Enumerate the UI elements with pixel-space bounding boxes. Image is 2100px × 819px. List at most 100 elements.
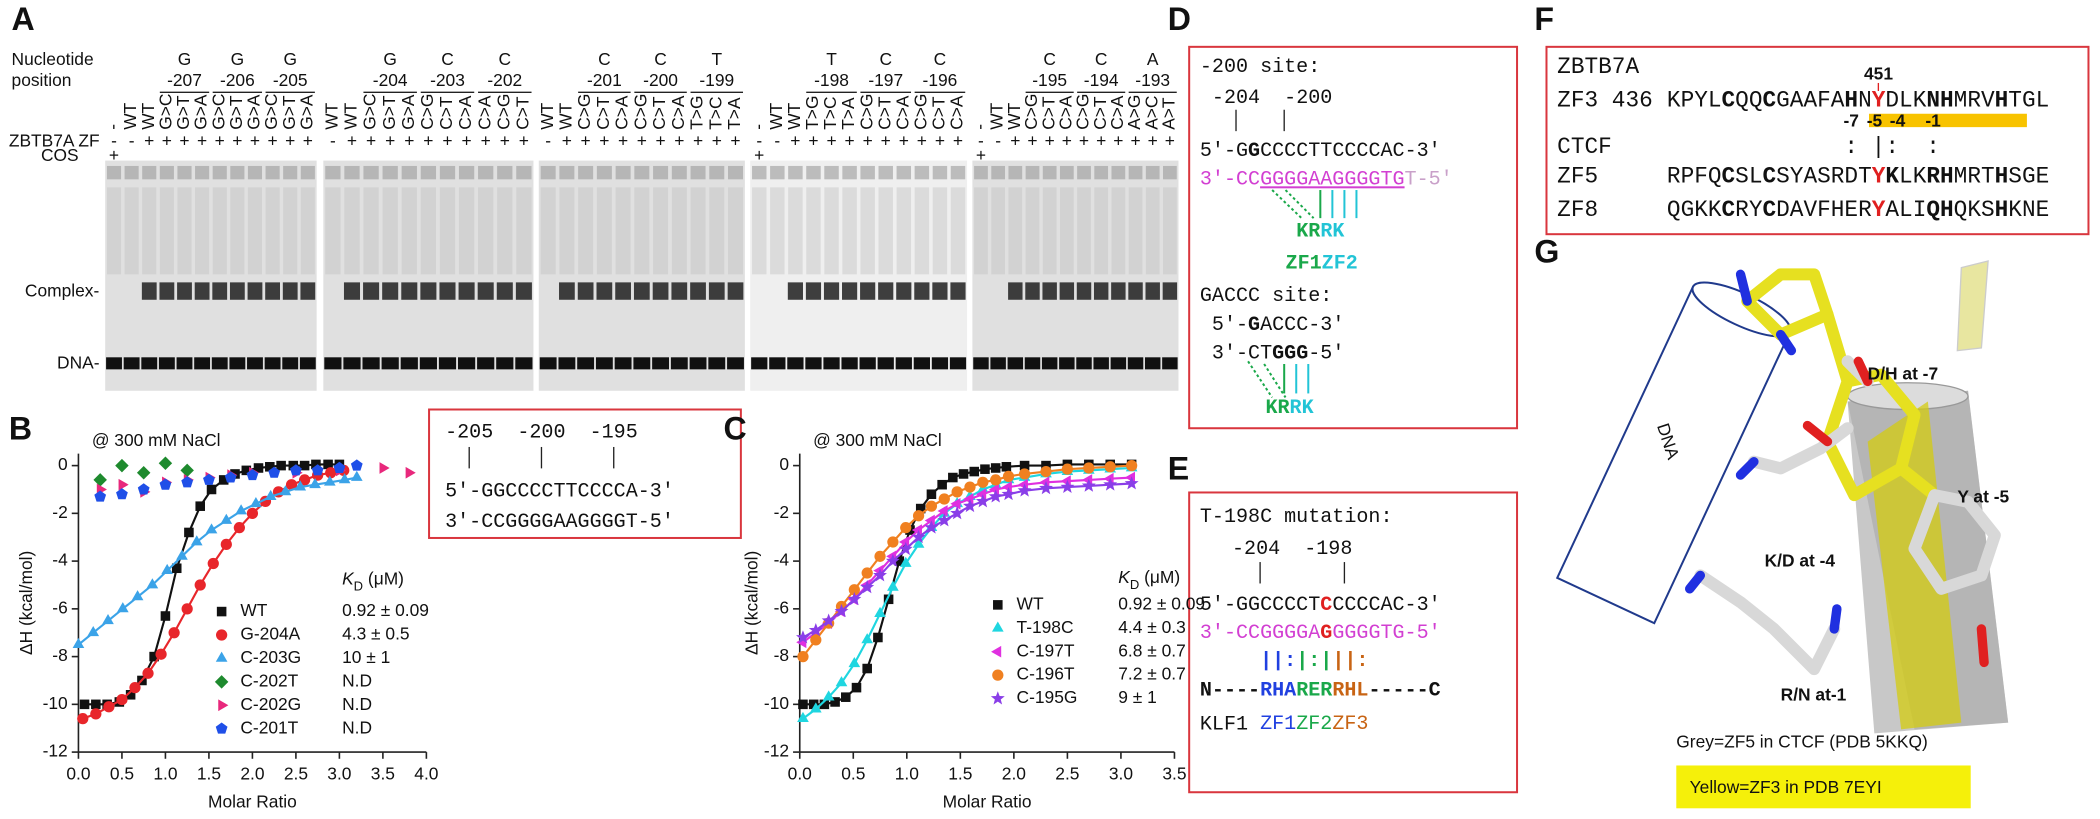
data-point <box>899 556 912 567</box>
zf-sign: + <box>1062 130 1072 150</box>
data-point <box>885 553 900 568</box>
dna-band <box>1076 357 1092 370</box>
y-axis-label: ΔH (kcal/mol) <box>16 551 36 655</box>
lane-label: C>G <box>630 94 650 130</box>
dna-band <box>895 357 912 370</box>
complex-band <box>282 282 298 300</box>
complex-band <box>1076 282 1092 300</box>
x-tick-label: 0.5 <box>841 763 865 783</box>
sequence-part: QKS <box>1954 197 1995 223</box>
gel-well <box>325 165 341 180</box>
sequence-part: Y <box>1872 197 1886 223</box>
top-strand-part: 5'-GGCCCCT <box>1200 594 1320 617</box>
lane-label: G>T <box>173 95 193 130</box>
kd-header-part: K <box>1118 567 1131 587</box>
legend-label: C-195G <box>1017 687 1078 707</box>
lane-label: A>C <box>1141 96 1161 130</box>
position-number: -207 <box>167 70 202 90</box>
contacts: ||:|:|||: <box>1260 650 1368 673</box>
dna-band <box>515 357 533 370</box>
gel-well <box>420 165 437 180</box>
kd-label: 7.2 ± 0.7 <box>1118 664 1186 684</box>
dna-band <box>1041 357 1058 370</box>
data-point <box>184 527 194 538</box>
data-point <box>951 486 963 498</box>
data-point <box>861 633 874 644</box>
complex-band <box>300 282 316 300</box>
row-label: ZBTB7A ZF <box>9 130 100 150</box>
gaccc-bottom-part: GGG <box>1272 343 1308 366</box>
zf-sign: + <box>637 130 647 150</box>
position-number: -205 <box>273 70 308 90</box>
zf-sign: + <box>953 130 963 150</box>
gel-smear <box>344 187 360 275</box>
gel-well <box>540 165 556 180</box>
data-point <box>333 461 346 473</box>
data-point <box>309 477 321 489</box>
lane-label: WT <box>537 102 557 129</box>
data-point <box>912 510 925 522</box>
data-point <box>294 480 307 491</box>
lane-label: WT <box>321 102 341 129</box>
y-tick-label: -4 <box>52 550 68 570</box>
position-number: -196 <box>923 70 958 90</box>
gel-well <box>230 165 245 180</box>
data-point <box>285 479 298 491</box>
gel-smear <box>300 187 315 275</box>
complex-band <box>265 282 280 300</box>
data-point <box>241 465 252 476</box>
complex-band <box>1025 282 1040 300</box>
zf-sign: + <box>303 130 313 150</box>
gel-smear <box>177 187 192 275</box>
dna-band <box>1110 357 1127 370</box>
data-point <box>873 632 883 643</box>
dna-band <box>949 357 967 370</box>
data-point <box>874 606 886 617</box>
gel-well <box>690 165 706 180</box>
data-point <box>250 497 262 508</box>
position-number: -197 <box>868 70 903 90</box>
data-point <box>848 657 861 668</box>
position-number: -200 <box>643 70 678 90</box>
data-point <box>963 498 977 513</box>
data-point <box>873 568 887 582</box>
complex-band <box>559 282 575 300</box>
top-strand: 5'-GGCCCCTTCCCCAC-3' <box>1200 141 1441 164</box>
data-point <box>159 478 172 490</box>
complex-band <box>194 282 210 300</box>
legend-marker <box>218 699 229 712</box>
kd-header: KD (μM) <box>1118 567 1180 592</box>
zf-sign: + <box>232 130 242 150</box>
data-point <box>1126 459 1138 472</box>
zf-sign: + <box>712 130 722 150</box>
gel-smear <box>824 187 839 275</box>
data-point <box>834 603 849 618</box>
gel-well <box>142 165 157 180</box>
dna-band <box>1162 357 1178 370</box>
panel-label: C <box>723 410 746 446</box>
y-tick-label: -2 <box>52 502 67 522</box>
gel-well <box>559 165 575 180</box>
data-point <box>350 459 363 471</box>
position-base: C <box>441 49 454 69</box>
lane-label: G>C <box>261 94 281 130</box>
sequence-part: LK <box>1899 164 1927 190</box>
contacts-part: KR <box>1296 221 1321 244</box>
dna-band <box>194 357 211 370</box>
gel-well <box>247 165 263 180</box>
complex-band <box>382 282 399 300</box>
gaccc-contacts-part: KR <box>1265 397 1290 420</box>
data-point <box>91 699 101 710</box>
complex-band <box>596 282 613 300</box>
data-point <box>898 541 913 556</box>
sequence-part: TGL <box>2008 87 2049 113</box>
gel-smear <box>728 187 744 275</box>
data-point <box>116 693 128 706</box>
data-point <box>810 634 822 646</box>
x-tick-label: 1.0 <box>895 763 919 783</box>
data-point <box>860 580 875 594</box>
data-point <box>830 697 840 707</box>
data-point <box>129 682 141 694</box>
data-point <box>1061 463 1074 475</box>
zf-sign: + <box>935 130 945 150</box>
